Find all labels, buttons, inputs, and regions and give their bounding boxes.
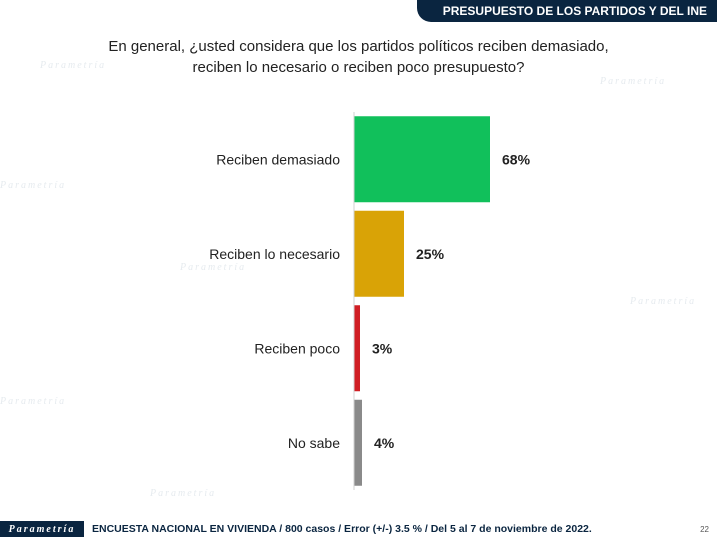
value-label: 3% [372, 340, 393, 356]
category-label: Reciben demasiado [216, 151, 340, 167]
category-label: Reciben poco [254, 340, 340, 356]
category-label: No sabe [288, 435, 340, 451]
page-number: 22 [700, 525, 709, 534]
value-label: 25% [416, 246, 445, 262]
bar-2 [354, 305, 360, 392]
question-line-2: reciben lo necesario o reciben poco pres… [192, 59, 525, 76]
footer-logo: Parametría [0, 521, 84, 537]
survey-question: En general, ¿usted considera que los par… [0, 36, 717, 78]
header-bar: PRESUPUESTO DE LOS PARTIDOS Y DEL INE [417, 0, 717, 22]
survey-note: ENCUESTA NACIONAL EN VIVIENDA / 800 caso… [92, 523, 592, 535]
value-label: 4% [374, 435, 395, 451]
bar-1 [354, 210, 404, 297]
bar-0 [354, 116, 490, 203]
page-title: PRESUPUESTO DE LOS PARTIDOS Y DEL INE [442, 4, 707, 18]
footer: Parametría ENCUESTA NACIONAL EN VIVIENDA… [0, 519, 717, 539]
value-label: 68% [502, 151, 531, 167]
bar-3 [354, 399, 362, 486]
question-line-1: En general, ¿usted considera que los par… [108, 38, 609, 55]
category-label: Reciben lo necesario [209, 246, 340, 262]
